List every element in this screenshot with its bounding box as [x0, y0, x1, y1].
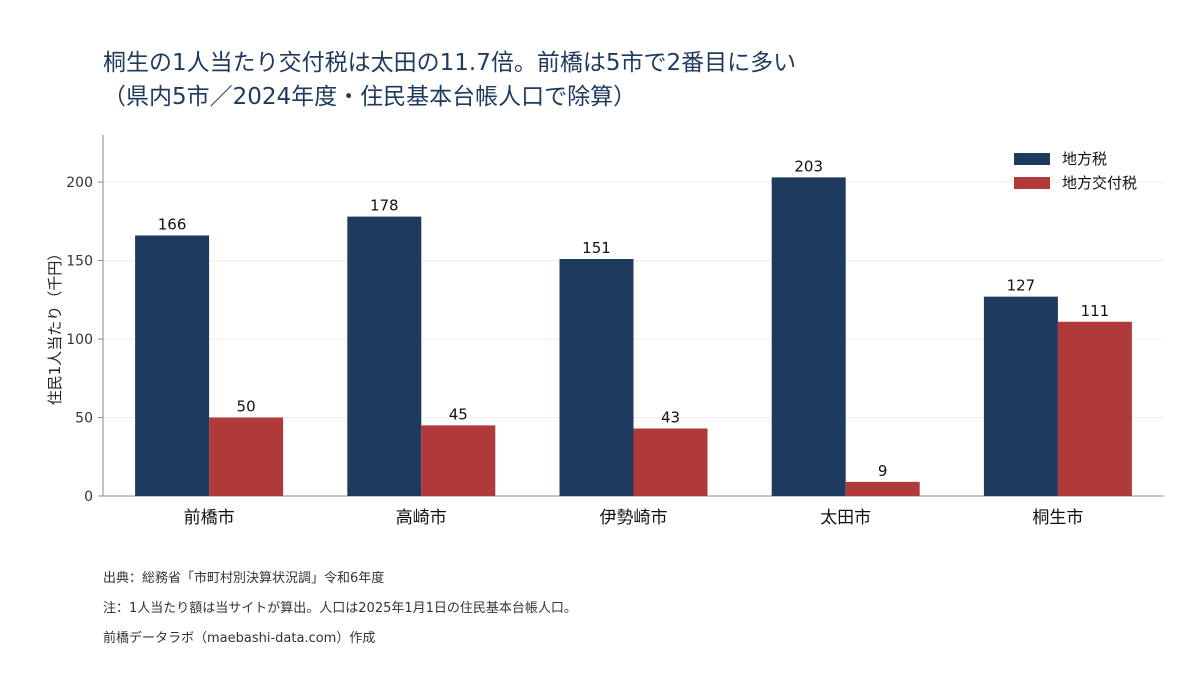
legend-label: 地方税: [1062, 150, 1107, 168]
data-label: 45: [449, 405, 468, 423]
method-note: 注：1人当たり額は当サイトが算出。人口は2025年1月1日の住民基本台帳人口。: [103, 601, 577, 616]
x-tick-label: 高崎市: [396, 508, 447, 528]
bar-allocation-tax: [633, 428, 708, 496]
y-tick-label: 0: [84, 489, 93, 505]
bar-allocation-tax: [845, 481, 920, 496]
x-tick-label: 前橋市: [184, 508, 235, 528]
x-tick-label: 桐生市: [1032, 508, 1083, 528]
y-tick-label: 100: [66, 332, 93, 348]
bar-local-tax: [347, 216, 422, 497]
y-tick-label: 50: [75, 411, 93, 427]
y-tick-label: 200: [66, 175, 93, 191]
legend-label: 地方交付税: [1062, 174, 1137, 192]
bar-allocation-tax: [1057, 321, 1132, 496]
x-tick-label: 太田市: [820, 508, 871, 528]
bar-chart: 0 50 100 150 200 住民1人当たり（千円） 166 50 前橋市 178 45 高崎市 1…: [46, 135, 1164, 528]
x-tick-label: 伊勢崎市: [600, 508, 668, 528]
credit-note: 前橋データラボ（maebashi-data.com）作成: [103, 631, 376, 646]
legend-swatch-local-tax: [1014, 153, 1050, 165]
bar-allocation-tax: [209, 417, 284, 496]
y-axis-label: 住民1人当たり（千円）: [46, 246, 64, 406]
data-label: 166: [158, 215, 187, 233]
footnotes: 出典：総務省「市町村別決算状況調」令和6年度 注：1人当たり額は当サイトが算出。…: [103, 568, 577, 658]
y-tick-label: 150: [66, 254, 93, 270]
data-label: 9: [878, 462, 888, 480]
data-label: 50: [237, 398, 256, 416]
data-label: 151: [582, 239, 611, 257]
bar-local-tax: [983, 296, 1058, 496]
legend-swatch-allocation-tax: [1014, 177, 1050, 189]
bar-local-tax: [135, 235, 210, 496]
chart-title: 桐生の1人当たり交付税は太田の11.7倍。前橋は5市で2番目に多い （県内5市／…: [103, 46, 1163, 114]
data-label: 127: [1007, 277, 1036, 295]
data-label: 203: [794, 157, 823, 175]
source-note: 出典：総務省「市町村別決算状況調」令和6年度: [103, 571, 385, 586]
data-label: 111: [1081, 302, 1110, 320]
chart-title-line2: （県内5市／2024年度・住民基本台帳人口で除算）: [103, 84, 637, 110]
data-label: 43: [661, 409, 680, 427]
bar-local-tax: [559, 258, 634, 496]
chart-title-line1: 桐生の1人当たり交付税は太田の11.7倍。前橋は5市で2番目に多い: [103, 50, 797, 76]
data-label: 178: [370, 197, 399, 215]
bar-allocation-tax: [421, 425, 496, 496]
bar-local-tax: [771, 177, 846, 496]
